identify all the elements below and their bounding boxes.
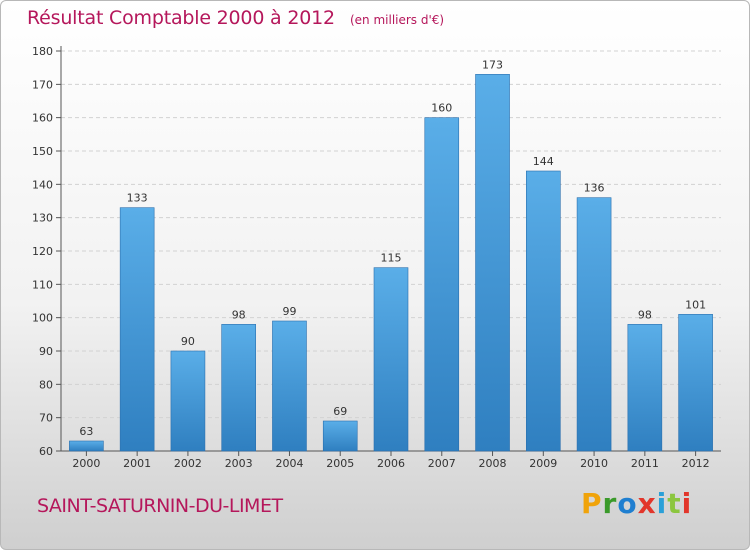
x-tick-label-2008: 2008 [479, 457, 507, 470]
x-tick-label-2011: 2011 [631, 457, 659, 470]
y-tick-label: 130 [32, 212, 53, 225]
logo-letter: x [637, 487, 657, 520]
value-label-2010: 136 [584, 182, 605, 195]
x-tick-label-2001: 2001 [123, 457, 151, 470]
bar-2000 [69, 440, 104, 452]
bar-2009 [526, 170, 561, 452]
value-label-2006: 115 [381, 252, 402, 265]
bar-2010 [576, 197, 612, 452]
y-tick-label: 170 [32, 78, 53, 91]
y-tick-label: 80 [39, 378, 53, 391]
proxiti-logo[interactable]: Proxiti [581, 487, 692, 520]
bar-2011 [627, 324, 663, 452]
x-tick-label-2012: 2012 [682, 457, 710, 470]
x-tick-label-2006: 2006 [377, 457, 405, 470]
y-tick-label: 140 [32, 178, 53, 191]
value-label-2002: 90 [181, 335, 195, 348]
y-tick-label: 90 [39, 345, 53, 358]
logo-letter: i [656, 487, 668, 520]
bar-2004 [272, 320, 307, 452]
title-row: Résultat Comptable 2000 à 2012 (en milli… [27, 7, 444, 29]
y-tick-label: 70 [39, 412, 53, 425]
x-tick-label-2005: 2005 [326, 457, 354, 470]
y-tick-label: 160 [32, 112, 53, 125]
x-tick-label-2000: 2000 [72, 457, 100, 470]
commune-name: SAINT-SATURNIN-DU-LIMET [37, 495, 283, 517]
chart-title: Résultat Comptable 2000 à 2012 [27, 7, 335, 29]
logo-letter: t [667, 487, 682, 520]
value-label-2008: 173 [482, 58, 503, 71]
bar-2002 [170, 350, 206, 452]
value-label-2004: 99 [282, 305, 296, 318]
x-tick-label-2002: 2002 [174, 457, 202, 470]
logo-letter: P [581, 487, 603, 520]
y-tick-label: 120 [32, 245, 53, 258]
bars [69, 74, 713, 452]
value-label-2011: 98 [638, 308, 652, 321]
logo-letter: r [602, 487, 618, 520]
x-tick-label-2010: 2010 [580, 457, 608, 470]
chart-unit: (en milliers d'€) [349, 13, 445, 27]
value-label-2012: 101 [685, 298, 706, 311]
x-tick-label-2004: 2004 [275, 457, 303, 470]
logo-letter: o [617, 487, 638, 520]
y-tick-label: 180 [32, 45, 53, 58]
bar-2003 [221, 324, 256, 452]
bar-2007 [424, 117, 460, 452]
y-tick-label: 100 [32, 312, 53, 325]
value-label-2007: 160 [431, 102, 452, 115]
bar-2005 [322, 420, 358, 452]
x-tick-label-2009: 2009 [529, 457, 557, 470]
y-tick-label: 110 [32, 278, 53, 291]
y-tick-label: 150 [32, 145, 53, 158]
logo-letter: i [681, 487, 693, 520]
value-label-2009: 144 [533, 155, 554, 168]
x-tick-label-2003: 2003 [225, 457, 253, 470]
value-label-2001: 133 [127, 192, 148, 205]
labels: 60 70 80 90 100 110 120 130 140 150 160 170 180 63 200… [32, 45, 710, 470]
x-tick-label-2007: 2007 [428, 457, 456, 470]
bar-2008 [475, 74, 510, 452]
value-label-2003: 98 [232, 308, 246, 321]
bar-chart: 60 70 80 90 100 110 120 130 140 150 160 170 180 63 200… [32, 45, 721, 470]
value-label-2000: 63 [79, 425, 93, 438]
bar-2006 [373, 267, 409, 452]
value-label-2005: 69 [333, 405, 347, 418]
bar-2012 [678, 314, 713, 452]
bar-2001 [119, 207, 155, 452]
y-tick-label: 60 [39, 445, 53, 458]
